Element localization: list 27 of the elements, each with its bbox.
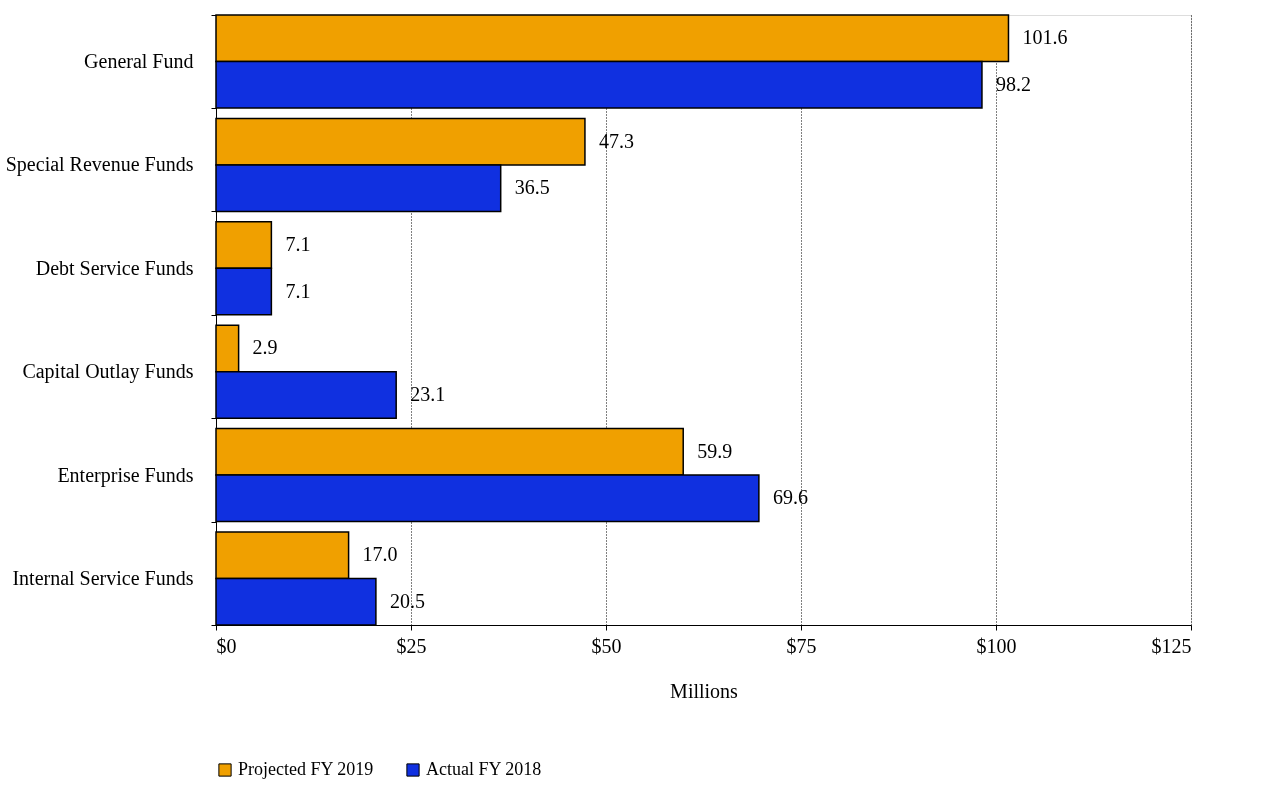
y-tick-label: Internal Service Funds (12, 566, 194, 589)
data-label: 98.2 (995, 72, 1031, 95)
data-label: 2.9 (252, 336, 278, 359)
x-axis-title: Millions (670, 679, 739, 702)
y-tick-label: Special Revenue Funds (5, 153, 194, 177)
data-label: 69.6 (772, 486, 808, 509)
x-tick-label: $125 (1151, 634, 1192, 657)
y-tick-label: Debt Service Funds (35, 256, 194, 279)
y-tick-label: Capital Outlay Funds (22, 360, 194, 384)
data-label: 101.6 (1022, 26, 1068, 49)
x-tick-label: $0 (216, 634, 237, 657)
x-tick-label: $75 (786, 634, 817, 657)
legend-label: Actual FY 2018 (426, 759, 542, 779)
data-label: 17.0 (362, 543, 398, 566)
data-label: 7.1 (285, 233, 311, 256)
x-tick-label: $50 (591, 634, 622, 657)
x-tick-label: $25 (396, 634, 427, 657)
data-label: 20.5 (389, 589, 425, 612)
data-label: 36.5 (514, 176, 550, 199)
data-label: 47.3 (598, 129, 634, 152)
data-label: 23.1 (410, 382, 446, 405)
y-tick-label: General Fund (84, 50, 194, 73)
data-label: 7.1 (285, 279, 311, 302)
x-tick-label: $100 (976, 634, 1017, 657)
data-label: 59.9 (697, 439, 733, 462)
y-tick-label: Enterprise Funds (57, 463, 194, 487)
legend-label: Projected FY 2019 (238, 759, 374, 779)
